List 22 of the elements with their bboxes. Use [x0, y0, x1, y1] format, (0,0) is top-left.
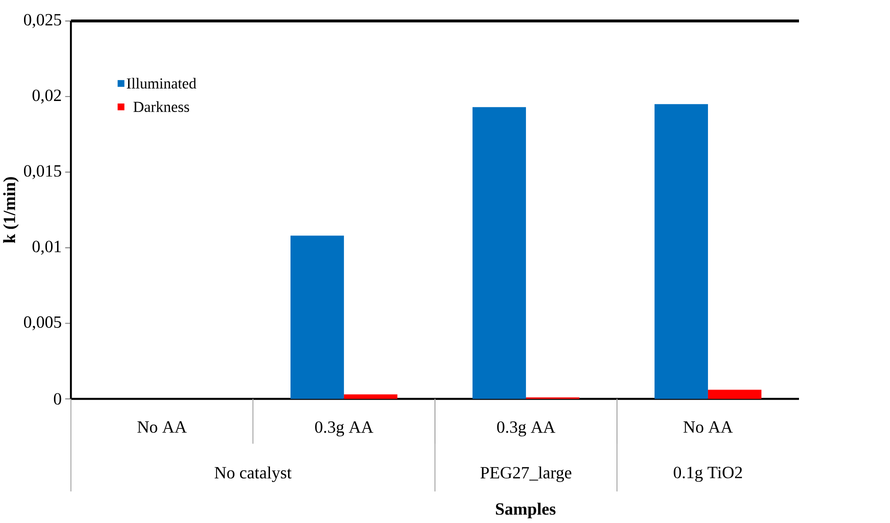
- x-tick-label: 0.3g AA: [497, 421, 556, 436]
- y-tick-label: 0,025: [24, 14, 62, 28]
- legend-label: Illuminated: [126, 78, 196, 89]
- y-tick-label: 0,015: [24, 165, 62, 180]
- text: No catalyst: [214, 466, 292, 482]
- x-tick-label: No AA: [684, 421, 733, 433]
- x-tick-label: 0.3g AA: [315, 421, 374, 436]
- bar: [290, 236, 344, 399]
- bar: [472, 107, 526, 399]
- legend-label: Darkness: [133, 101, 190, 112]
- x-axis-title: Samples: [496, 502, 556, 518]
- text: 0.1g TiO2: [674, 466, 742, 482]
- y-tick-label: 0,01: [32, 240, 61, 255]
- y-axis-title: k (1/min): [3, 177, 19, 244]
- y-tick-label: 0,005: [24, 316, 62, 330]
- y-tick-label: 0,02: [32, 90, 61, 104]
- bar: [708, 390, 762, 399]
- bar: [654, 104, 708, 399]
- y-tick-label: 0: [54, 393, 62, 405]
- x-tick-label: No AA: [137, 421, 187, 433]
- text: PEG27_large: [480, 466, 572, 482]
- bar: [344, 394, 398, 399]
